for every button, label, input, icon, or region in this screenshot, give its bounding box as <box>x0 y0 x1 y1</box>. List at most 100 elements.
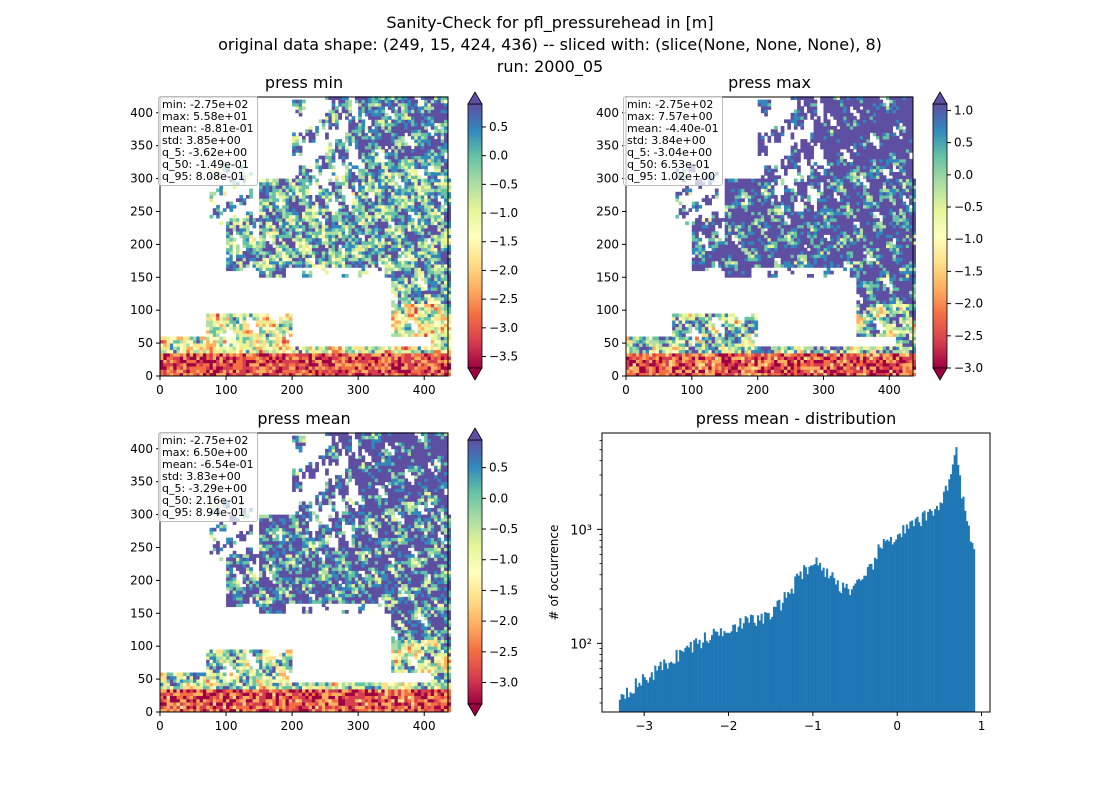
press-mean-ytick-label: 0 <box>145 705 153 719</box>
press-min-ytick-label: 300 <box>130 172 153 186</box>
press-max-title: press max <box>728 73 811 92</box>
press-min-xtick-label: 0 <box>156 383 164 397</box>
distribution-ylabel: # of occurrence <box>547 525 561 621</box>
press-max-ytick-label: 200 <box>596 237 619 251</box>
press-max-colorbar <box>932 91 951 381</box>
press-mean-colorbar-extend-max <box>467 427 483 441</box>
press-mean-colorbar-tick-label: −0.5 <box>489 522 518 536</box>
press-min-colorbar-tick-label: −2.0 <box>489 263 518 277</box>
distribution-xtick-label: 0 <box>893 719 901 733</box>
figure-title-line-1: Sanity-Check for pfl_pressurehead in [m] <box>386 13 714 32</box>
press-mean-xtick-label: 400 <box>413 719 436 733</box>
press-min-ytick-label: 250 <box>130 204 153 218</box>
distribution-xtick-label: −2 <box>720 719 738 733</box>
press-mean-colorbar-tick-label: −2.0 <box>489 614 518 628</box>
press-max-colorbar-tick-label: 1.0 <box>954 103 973 117</box>
press-min-colorbar-extend-min <box>467 367 483 381</box>
press-mean-colorbar-tick-label: −1.5 <box>489 583 518 597</box>
distribution-frame <box>601 432 991 713</box>
press-max-colorbar-tick-label: −1.0 <box>954 232 983 246</box>
press-max-colorbar-tick-label: 0.0 <box>954 168 973 182</box>
press-max-colorbar-tick-label: −0.5 <box>954 200 983 214</box>
press-min-title: press min <box>265 73 343 92</box>
distribution-axes <box>597 432 991 716</box>
press-mean-colorbar-tick-label: −1.0 <box>489 553 518 567</box>
press-min-colorbar-tick-label: 0.0 <box>489 149 508 163</box>
press-max-heatmap-cells <box>626 96 916 377</box>
press-min-ytick-label: 350 <box>130 139 153 153</box>
press-min-frame <box>159 96 449 377</box>
press-mean-ytick-label: 300 <box>130 508 153 522</box>
press-max-xtick-label: 300 <box>812 383 835 397</box>
press-min-xtick-label: 200 <box>281 383 304 397</box>
press-max-xtick-label: 0 <box>622 383 630 397</box>
press-mean-xtick-label: 200 <box>281 719 304 733</box>
distribution-ytick-label: 10³ <box>570 523 592 538</box>
press-mean-colorbar-tick-label: −3.0 <box>489 676 518 690</box>
stats-box-press-max: min: -2.75e+02 max: 7.57e+00 mean: -4.40… <box>623 96 723 186</box>
press-min-colorbar-tick-label: −2.5 <box>489 292 518 306</box>
press-mean-colorbar <box>467 427 486 717</box>
press-min-colorbar-tick-label: −0.5 <box>489 177 518 191</box>
press-max-ytick-label: 150 <box>596 270 619 284</box>
press-mean-colorbar-tick-label: −2.5 <box>489 645 518 659</box>
press-min-colorbar <box>467 91 486 381</box>
press-min-heatmap-cells <box>160 96 451 377</box>
press-max-ytick-label: 100 <box>596 303 619 317</box>
press-mean-colorbar-tick-label: 0.0 <box>489 491 508 505</box>
press-max-ytick-label: 400 <box>596 106 619 120</box>
press-min-xtick-label: 100 <box>215 383 238 397</box>
press-max-colorbar-tick-label: 0.5 <box>954 136 973 150</box>
press-max-colorbar-tick-label: −2.0 <box>954 297 983 311</box>
press-mean-ytick-label: 400 <box>130 442 153 456</box>
stats-box-press-min: min: -2.75e+02 max: 5.58e+01 mean: -8.81… <box>158 96 258 186</box>
press-min-xtick-label: 400 <box>413 383 436 397</box>
press-mean-ytick-label: 200 <box>130 573 153 587</box>
press-min-axes <box>156 96 451 380</box>
press-max-frame <box>625 96 914 377</box>
press-mean-colorbar-tick-label: 0.5 <box>489 461 508 475</box>
press-max-ytick-label: 0 <box>611 369 619 383</box>
distribution-title: press mean - distribution <box>696 409 896 428</box>
press-max-colorbar-tick-label: −2.5 <box>954 329 983 343</box>
distribution-xtick-label: −3 <box>635 719 653 733</box>
press-mean-ytick-label: 100 <box>130 639 153 653</box>
press-min-colorbar-tick-label: −1.5 <box>489 235 518 249</box>
press-min-colorbar-extend-max <box>467 91 483 105</box>
press-max-xtick-label: 200 <box>746 383 769 397</box>
press-min-ytick-label: 150 <box>130 270 153 284</box>
press-max-ytick-label: 250 <box>596 204 619 218</box>
distribution-xtick-label: −1 <box>804 719 822 733</box>
distribution-xtick-label: 1 <box>978 719 986 733</box>
press-min-ytick-label: 0 <box>145 369 153 383</box>
press-min-ytick-label: 400 <box>130 106 153 120</box>
press-min-colorbar-tick-label: −3.5 <box>489 350 518 364</box>
figure-title-line-2: original data shape: (249, 15, 424, 436)… <box>218 35 882 54</box>
press-min-ytick-label: 100 <box>130 303 153 317</box>
press-mean-colorbar-extend-min <box>467 703 483 717</box>
press-mean-xtick-label: 100 <box>215 719 238 733</box>
distribution-ytick-label: 10² <box>570 637 592 652</box>
press-mean-title: press mean <box>257 409 350 428</box>
press-max-colorbar-tick-label: −3.0 <box>954 361 983 375</box>
stats-box-press-mean: min: -2.75e+02 max: 6.50e+00 mean: -6.54… <box>158 432 258 522</box>
press-mean-xtick-label: 0 <box>156 719 164 733</box>
press-max-ytick-label: 350 <box>596 139 619 153</box>
press-min-colorbar-tick-label: 0.5 <box>489 120 508 134</box>
figure-title-line-3: run: 2000_05 <box>496 57 604 76</box>
press-mean-ytick-label: 350 <box>130 475 153 489</box>
press-min-ytick-label: 200 <box>130 237 153 251</box>
press-max-xtick-label: 100 <box>680 383 703 397</box>
press-min-xtick-label: 300 <box>347 383 370 397</box>
press-max-ytick-label: 50 <box>604 336 619 350</box>
press-mean-ytick-label: 250 <box>130 540 153 554</box>
press-max-colorbar-tick-label: −1.5 <box>954 264 983 278</box>
press-min-ytick-label: 50 <box>138 336 153 350</box>
press-mean-frame <box>159 432 449 713</box>
press-max-colorbar-extend-min <box>932 367 948 381</box>
press-max-xtick-label: 400 <box>878 383 901 397</box>
press-mean-ytick-label: 50 <box>138 672 153 686</box>
press-min-colorbar-tick-label: −1.0 <box>489 206 518 220</box>
press-mean-ytick-label: 150 <box>130 606 153 620</box>
press-mean-xtick-label: 300 <box>347 719 370 733</box>
